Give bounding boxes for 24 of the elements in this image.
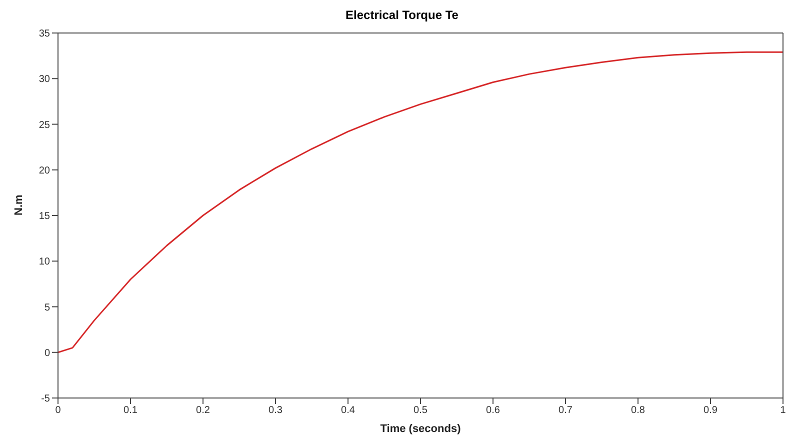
x-tick-label: 0	[55, 405, 62, 416]
x-tick-label: 0.1	[124, 405, 138, 416]
x-tick-label: 0.4	[341, 405, 356, 416]
y-tick-label: 10	[38, 256, 50, 268]
y-tick-label: 30	[38, 74, 50, 86]
y-tick-label: 20	[38, 165, 50, 176]
x-tick-label: 0.5	[414, 405, 428, 416]
y-tick-label: 0	[44, 348, 50, 359]
x-axis-title: Time (seconds)	[380, 423, 462, 435]
y-tick-label: 25	[38, 120, 50, 131]
x-tick-label: 1	[780, 405, 786, 416]
chart-title: Electrical Torque Te	[344, 8, 460, 24]
x-tick-label: 0.7	[558, 405, 573, 416]
x-tick-label: 0.9	[704, 405, 718, 416]
x-tick-label: 0.8	[631, 405, 646, 416]
line-series	[58, 51, 783, 354]
y-tick-label: 15	[38, 211, 50, 222]
y-axis-title: N.m	[12, 194, 25, 216]
y-tick-label: 5	[44, 302, 50, 314]
x-tick-label: 0.3	[268, 405, 283, 416]
x-tick-label: 0.6	[486, 405, 500, 416]
y-tick-label: -5	[41, 394, 50, 405]
y-tick-label: 35	[38, 28, 50, 40]
x-tick-label: 0.2	[196, 405, 210, 416]
